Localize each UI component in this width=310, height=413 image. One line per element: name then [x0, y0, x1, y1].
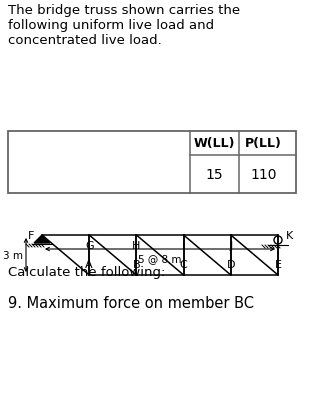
Text: D: D [227, 259, 235, 269]
Text: A: A [85, 259, 93, 269]
Text: Calculate the following:: Calculate the following: [8, 266, 165, 278]
Text: G: G [85, 240, 94, 250]
Text: B: B [133, 259, 140, 269]
Text: 5 @ 8 m: 5 @ 8 m [138, 254, 182, 263]
Text: C: C [180, 259, 188, 269]
Text: E: E [274, 259, 281, 269]
Text: 15: 15 [206, 168, 223, 182]
Text: I: I [182, 240, 185, 250]
Text: concentrated live load.: concentrated live load. [8, 34, 162, 47]
Text: W(LL): W(LL) [194, 137, 235, 150]
Text: 110: 110 [250, 168, 277, 182]
Bar [8, 132, 296, 194]
Text: H: H [132, 240, 141, 250]
Text: J: J [229, 240, 232, 250]
Text: F: F [28, 230, 34, 240]
Text: P(LL): P(LL) [245, 137, 282, 150]
Text: The bridge truss shown carries the: The bridge truss shown carries the [8, 4, 240, 17]
Text: 3 m: 3 m [3, 250, 23, 260]
Text: 9. Maximum force on member BC: 9. Maximum force on member BC [8, 295, 254, 310]
Text: following uniform live load and: following uniform live load and [8, 19, 214, 32]
Polygon shape [34, 235, 50, 243]
Text: K: K [286, 230, 293, 240]
